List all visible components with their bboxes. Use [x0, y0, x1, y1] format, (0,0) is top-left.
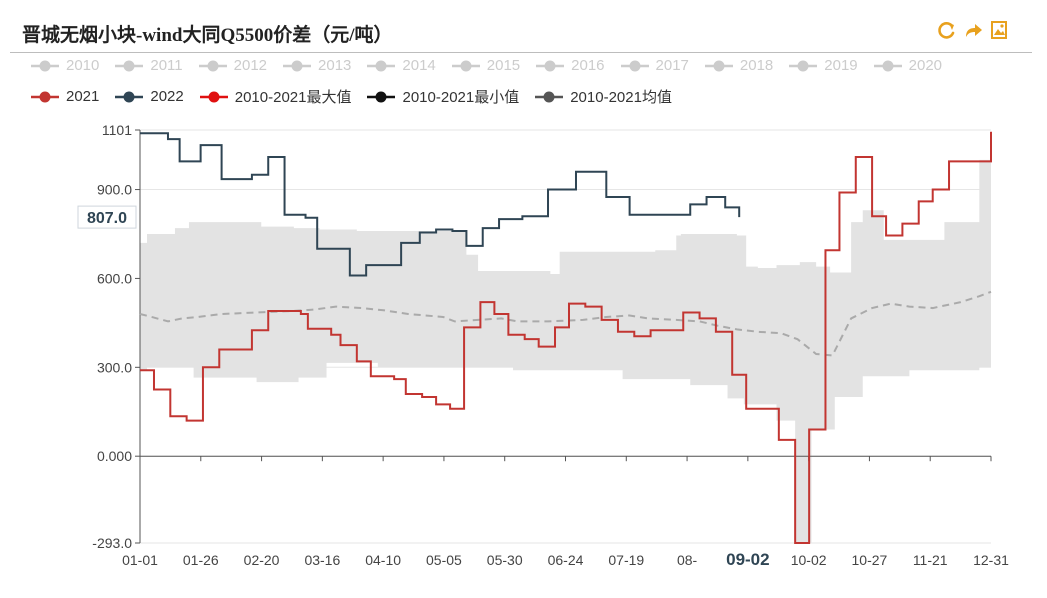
- axis-pointer-label: 807.0: [87, 210, 127, 227]
- save-image-icon[interactable]: [989, 20, 1009, 40]
- legend-label: 2010-2021最大值: [234, 89, 352, 106]
- legend-item-2022[interactable]: 2022: [114, 88, 184, 105]
- legend-label: 2010-2021均值: [570, 89, 672, 106]
- x-tick-label: 08-: [677, 552, 698, 568]
- x-tick-label: 02-20: [244, 552, 280, 568]
- x-tick-label: 09-02: [726, 550, 769, 569]
- legend-swatch-icon: [620, 60, 649, 71]
- legend-label: 2022: [150, 88, 184, 105]
- series-2022-line: [140, 132, 741, 277]
- legend-item-2020[interactable]: 2020: [873, 57, 942, 74]
- y-tick-label: 0.000: [97, 448, 132, 464]
- legend-item-2011[interactable]: 2011: [114, 57, 183, 74]
- legend-swatch-icon: [198, 60, 227, 71]
- legend-item-2014[interactable]: 2014: [366, 57, 436, 74]
- x-tick-label: 10-02: [791, 552, 827, 568]
- legend-label: 2010: [66, 57, 100, 74]
- x-tick-label: 01-26: [183, 552, 219, 568]
- legend-swatch-icon: [451, 60, 480, 71]
- legend-item-2010-2021最大值[interactable]: 2010-2021最大值: [199, 86, 352, 107]
- legend-label: 2012: [233, 57, 268, 74]
- legend-swatch-icon: [115, 60, 144, 71]
- legend-label: 2019: [824, 57, 858, 74]
- legend-item-2017[interactable]: 2017: [620, 57, 689, 74]
- refresh-icon[interactable]: [937, 20, 957, 40]
- y-tick-label: 900.0: [97, 182, 132, 198]
- chart-title: 晋城无烟小块-wind大同Q5500价差（元/吨）: [22, 25, 393, 46]
- x-tick-label: 05-30: [487, 552, 523, 568]
- axis-pointer-box: [77, 205, 137, 229]
- x-tick-label: 04-10: [365, 552, 401, 568]
- legend-item-2010-2021均值[interactable]: 2010-2021均值: [534, 86, 672, 107]
- legend-item-2012[interactable]: 2012: [198, 57, 267, 74]
- legend-label: 2010-2021最小值: [402, 89, 520, 106]
- legend-item-2015[interactable]: 2015: [451, 57, 520, 74]
- y-tick-label: 600.0: [97, 270, 132, 286]
- legend-label: 2018: [739, 57, 774, 74]
- legend-label: 2021: [66, 88, 100, 105]
- y-tick-label: -293.0: [92, 535, 132, 551]
- share-icon[interactable]: [963, 20, 983, 40]
- legend-label: 2015: [486, 57, 521, 74]
- legend-item-2013[interactable]: 2013: [282, 57, 351, 74]
- range-band: [140, 159, 991, 543]
- legend-item-2016[interactable]: 2016: [535, 57, 605, 74]
- legend-swatch-icon: [367, 60, 396, 71]
- legend-label: 2014: [402, 57, 436, 74]
- legend-swatch-icon: [367, 91, 396, 102]
- x-tick-label: 06-24: [548, 552, 584, 568]
- legend-label: 2016: [571, 57, 605, 74]
- legend-swatch-icon: [536, 60, 565, 71]
- legend-swatch-icon: [31, 60, 59, 71]
- legend-swatch-icon: [704, 60, 733, 71]
- legend-row-years: 2010 2011 2012 2013 2014 2015 2016 2017 2018 2019…: [30, 57, 957, 74]
- title-divider: [10, 52, 1032, 53]
- x-tick-label: 12-31: [973, 552, 1009, 568]
- legend-swatch-icon: [31, 91, 59, 102]
- legend-item-2010-2021最小值[interactable]: 2010-2021最小值: [366, 86, 519, 107]
- legend-label: 2020: [908, 57, 943, 74]
- legend-label: 2017: [655, 57, 689, 74]
- y-tick-label: 1101: [102, 122, 132, 138]
- legend-swatch-icon: [535, 91, 564, 102]
- x-tick-label: 07-19: [608, 552, 644, 568]
- legend-label: 2013: [318, 57, 352, 74]
- legend-item-2021[interactable]: 2021: [30, 88, 99, 105]
- legend-item-2018[interactable]: 2018: [704, 57, 773, 74]
- x-tick-label: 03-16: [304, 552, 340, 568]
- x-tick-label: 05-05: [426, 552, 462, 568]
- legend-swatch-icon: [199, 91, 228, 102]
- x-tick-label: 01-01: [122, 552, 158, 568]
- x-tick-label: 10-27: [852, 552, 888, 568]
- legend-swatch-icon: [283, 60, 312, 71]
- legend-item-2019[interactable]: 2019: [788, 57, 858, 74]
- series-2021-line: [140, 131, 992, 544]
- legend-swatch-icon: [873, 60, 902, 71]
- y-tick-label: 300.0: [97, 359, 132, 375]
- legend-label: 2011: [150, 57, 183, 74]
- x-tick-label: 11-21: [913, 552, 948, 568]
- legend-swatch-icon: [115, 91, 144, 102]
- legend-swatch-icon: [789, 60, 818, 71]
- legend-row-series: 2021 2022 2010-2021最大值 2010-2021最小值 2010-202…: [30, 86, 687, 107]
- toolbox: [937, 20, 1009, 40]
- legend-item-2010[interactable]: 2010: [30, 57, 99, 74]
